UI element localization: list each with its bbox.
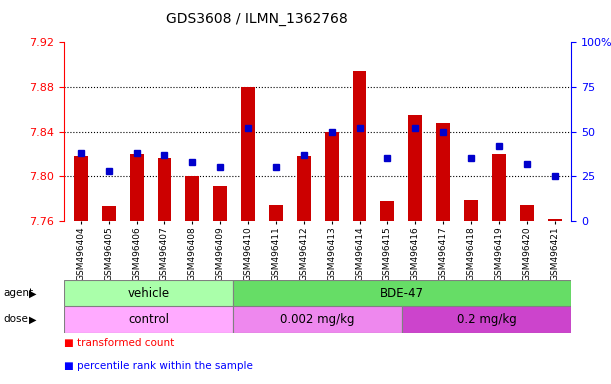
Bar [324, 131, 338, 221]
Bar [102, 206, 115, 221]
Text: 0.002 mg/kg: 0.002 mg/kg [280, 313, 355, 326]
Bar [269, 205, 283, 221]
Bar [233, 280, 571, 306]
Bar [213, 186, 227, 221]
Bar [241, 87, 255, 221]
Text: dose: dose [3, 314, 28, 324]
Bar [547, 218, 562, 221]
Bar [402, 306, 571, 333]
Text: ▶: ▶ [29, 314, 37, 324]
Text: 0.2 mg/kg: 0.2 mg/kg [457, 313, 517, 326]
Bar [353, 71, 367, 221]
Bar [158, 158, 172, 221]
Bar [185, 176, 199, 221]
Bar [492, 154, 506, 221]
Text: GDS3608 / ILMN_1362768: GDS3608 / ILMN_1362768 [166, 12, 348, 25]
Text: agent: agent [3, 288, 33, 298]
Bar [436, 122, 450, 221]
Bar [297, 156, 311, 221]
Bar [408, 115, 422, 221]
Bar [381, 201, 394, 221]
Bar [64, 306, 233, 333]
Text: BDE-47: BDE-47 [380, 287, 424, 300]
Text: ■ transformed count: ■ transformed count [64, 338, 174, 348]
Bar [74, 156, 88, 221]
Text: vehicle: vehicle [128, 287, 170, 300]
Text: ■ percentile rank within the sample: ■ percentile rank within the sample [64, 361, 253, 371]
Bar [64, 280, 233, 306]
Bar [520, 205, 533, 221]
Bar [464, 200, 478, 221]
Bar [130, 154, 144, 221]
Text: control: control [128, 313, 169, 326]
Bar [233, 306, 402, 333]
Text: ▶: ▶ [29, 288, 37, 298]
